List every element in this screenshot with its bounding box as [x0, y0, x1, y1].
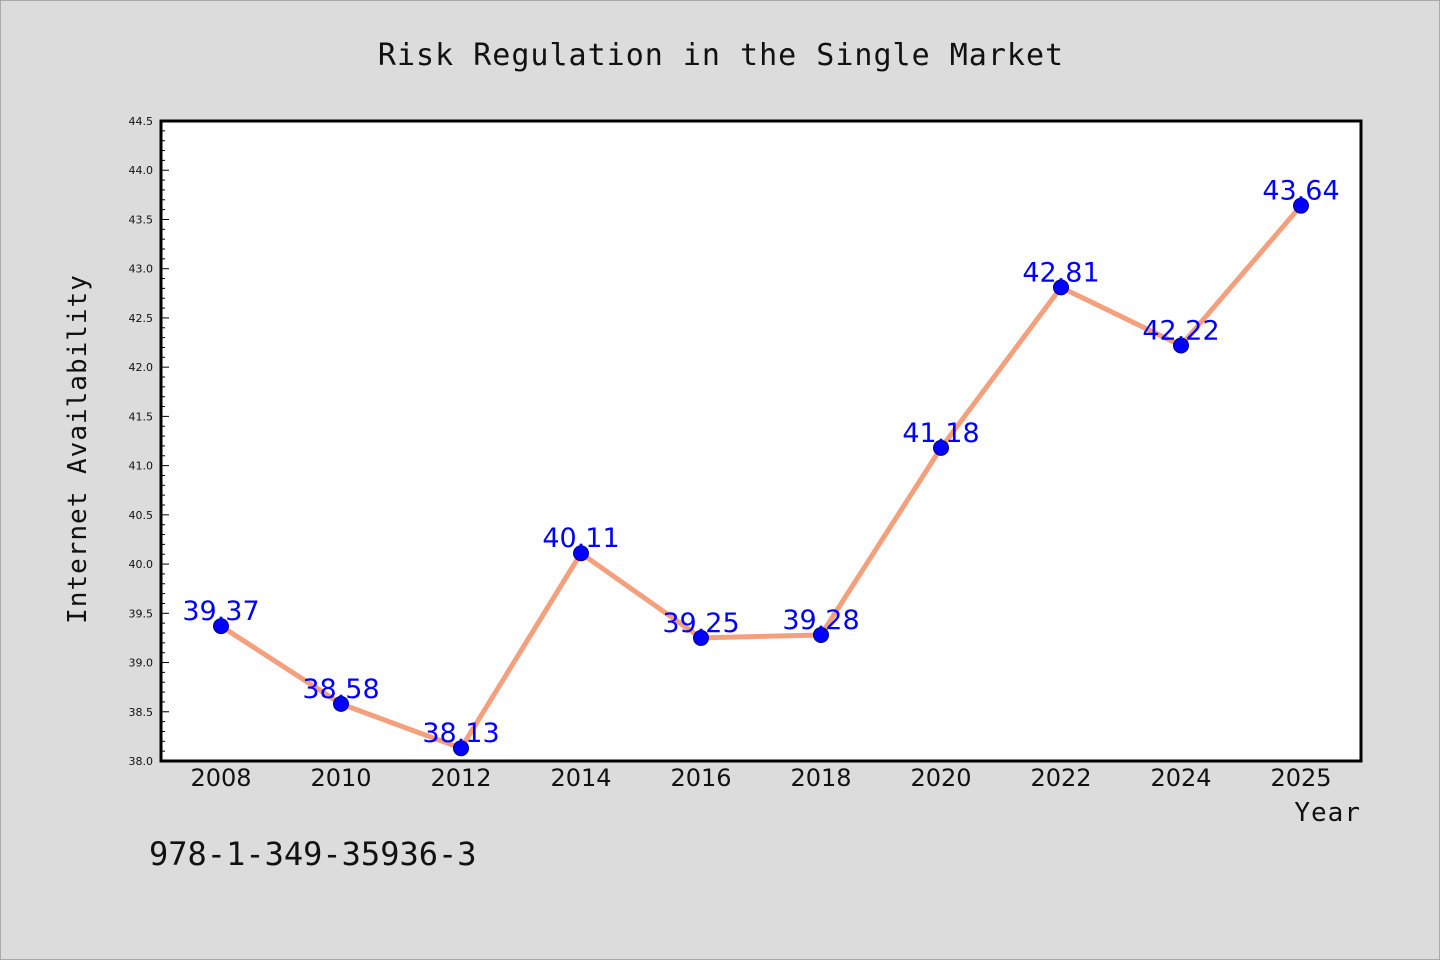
data-point [573, 545, 589, 562]
x-tick-label: 2025 [1270, 764, 1331, 792]
x-tick-label: 2008 [190, 764, 251, 792]
y-axis-tick-labels: 38.0 38.5 39.0 39.5 40.0 40.5 41.0 41.5 42.0 42.5… [129, 115, 154, 768]
x-axis-tick-labels: 2008 2010 2012 2014 2016 2018 2020 2022 2024 2025 [190, 764, 1331, 792]
data-point [1293, 197, 1309, 214]
x-axis-label: Year [1294, 798, 1361, 828]
y-tick-label: 42.5 [129, 312, 154, 325]
y-tick-label: 38.5 [129, 706, 154, 719]
y-tick-label: 44.5 [129, 115, 154, 128]
data-label: 42.81 [1022, 257, 1099, 288]
y-tick-label: 40.5 [129, 509, 154, 522]
y-axis-ticks [161, 120, 169, 762]
data-label: 39.28 [782, 605, 859, 636]
data-label: 41.18 [902, 418, 979, 449]
y-tick-label: 39.5 [129, 607, 154, 620]
data-point [813, 626, 829, 643]
data-label: 39.25 [662, 608, 739, 639]
x-tick-label: 2014 [550, 764, 611, 792]
data-labels: 39.37 38.58 38.13 40.11 39.25 39.28 41.18 42.81… [182, 176, 1339, 750]
x-tick-label: 2020 [910, 764, 971, 792]
chart-title: Risk Regulation in the Single Market [378, 38, 1064, 73]
data-point [453, 740, 469, 757]
data-point [933, 439, 949, 456]
x-tick-label: 2010 [310, 764, 371, 792]
y-tick-label: 41.0 [129, 460, 154, 473]
data-point [693, 629, 709, 646]
data-markers [213, 197, 1309, 757]
y-axis-label: Internet Availability [63, 274, 93, 624]
y-tick-label: 43.0 [129, 263, 154, 276]
data-label: 38.13 [422, 718, 499, 749]
y-tick-label: 41.5 [129, 410, 154, 423]
x-tick-label: 2012 [430, 764, 491, 792]
y-tick-label: 44.0 [129, 164, 154, 177]
isbn-text: 978-1-349-35936-3 [149, 835, 477, 873]
y-tick-label: 42.0 [129, 361, 154, 374]
x-tick-label: 2024 [1150, 764, 1211, 792]
data-label: 40.11 [542, 523, 619, 554]
data-label: 42.22 [1142, 315, 1219, 346]
x-tick-label: 2022 [1030, 764, 1091, 792]
data-point [333, 695, 349, 712]
y-tick-label: 39.0 [129, 657, 154, 670]
y-tick-label: 40.0 [129, 558, 154, 571]
data-label: 38.58 [302, 674, 379, 705]
x-tick-label: 2016 [670, 764, 731, 792]
data-point [1053, 279, 1069, 296]
x-tick-label: 2018 [790, 764, 851, 792]
data-label: 43.64 [1262, 176, 1339, 207]
y-tick-label: 38.0 [129, 755, 154, 768]
data-point [1173, 337, 1189, 354]
y-tick-label: 43.5 [129, 213, 154, 226]
data-point [213, 618, 229, 635]
plot-area [159, 119, 1363, 763]
data-label: 39.37 [182, 596, 259, 627]
series-line [218, 203, 1304, 751]
